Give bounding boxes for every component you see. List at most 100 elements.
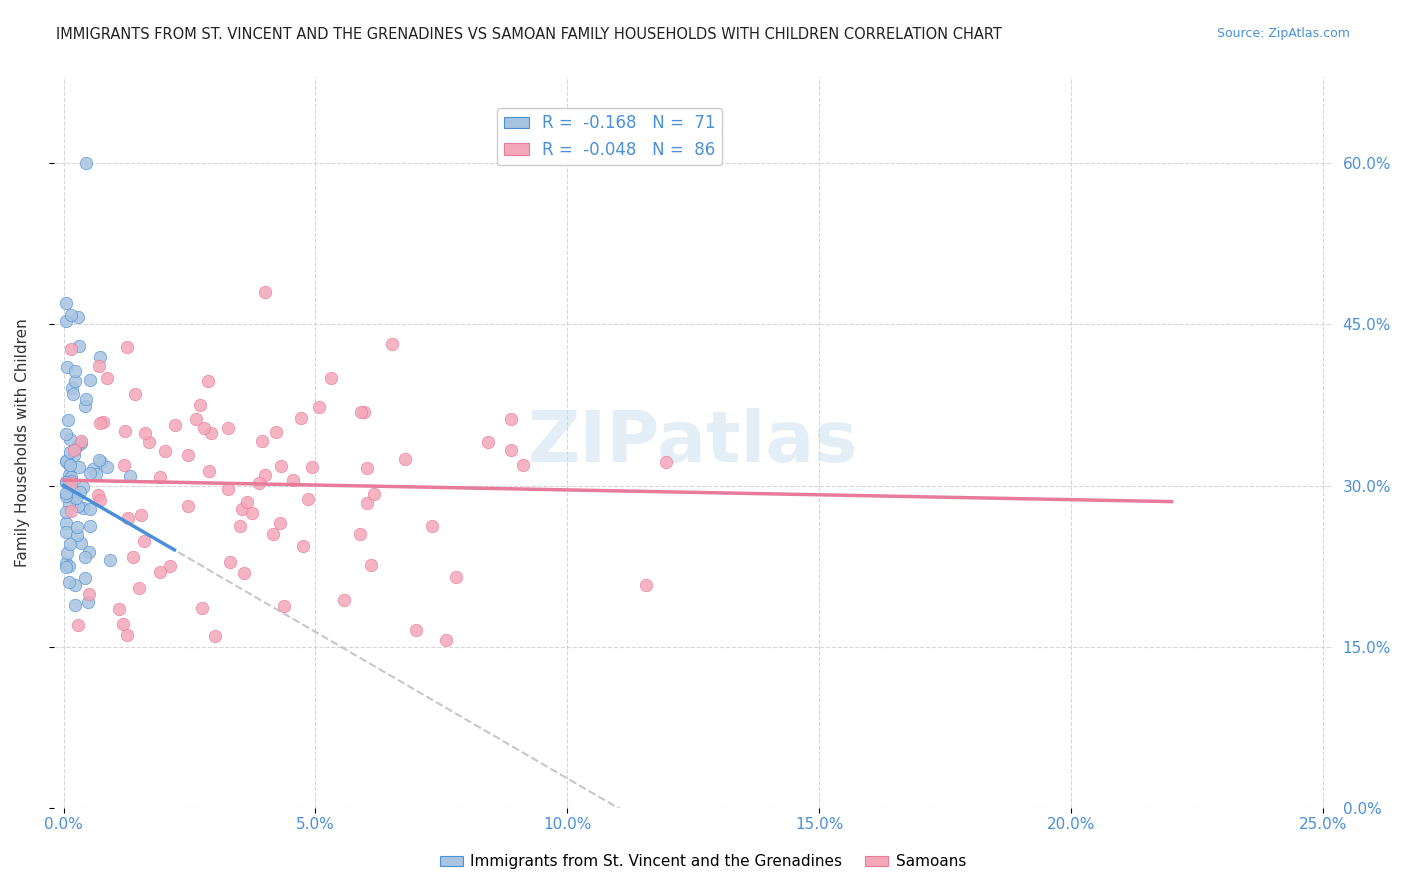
Point bbox=[75, 156, 97, 170]
Point bbox=[501, 443, 523, 458]
Point bbox=[297, 491, 319, 506]
Point bbox=[204, 629, 226, 643]
Point bbox=[247, 476, 270, 491]
Point bbox=[79, 519, 101, 533]
Point bbox=[63, 448, 86, 462]
Point bbox=[55, 489, 77, 503]
Point bbox=[60, 475, 83, 490]
Point bbox=[434, 632, 457, 647]
Point bbox=[59, 458, 82, 472]
Point bbox=[281, 473, 304, 487]
Point bbox=[253, 468, 276, 483]
Point bbox=[89, 359, 111, 373]
Point bbox=[55, 454, 77, 468]
Point bbox=[499, 412, 522, 426]
Point bbox=[200, 426, 222, 441]
Point bbox=[301, 460, 323, 475]
Point bbox=[231, 501, 253, 516]
Point bbox=[353, 405, 375, 419]
Point bbox=[308, 400, 330, 414]
Point bbox=[58, 487, 80, 501]
Point bbox=[134, 534, 156, 549]
Point bbox=[62, 381, 84, 395]
Point bbox=[63, 578, 86, 592]
Point bbox=[66, 528, 89, 542]
Point bbox=[96, 460, 118, 475]
Point bbox=[87, 488, 110, 502]
Point bbox=[356, 461, 378, 475]
Point bbox=[67, 339, 90, 353]
Point bbox=[66, 310, 89, 324]
Point bbox=[69, 436, 91, 450]
Point bbox=[66, 499, 89, 513]
Text: Source: ZipAtlas.com: Source: ZipAtlas.com bbox=[1216, 27, 1350, 40]
Point bbox=[89, 416, 111, 430]
Point bbox=[217, 482, 239, 496]
Point bbox=[73, 550, 96, 565]
Point bbox=[55, 524, 77, 539]
Point bbox=[228, 519, 250, 533]
Point bbox=[55, 505, 77, 519]
Point bbox=[111, 616, 134, 631]
Point bbox=[59, 537, 82, 551]
Point bbox=[67, 460, 90, 475]
Point bbox=[655, 455, 678, 469]
Point bbox=[58, 574, 80, 589]
Point bbox=[70, 536, 93, 550]
Point bbox=[96, 371, 118, 385]
Point bbox=[269, 516, 291, 530]
Legend: R =  -0.168   N =  71, R =  -0.048   N =  86: R = -0.168 N = 71, R = -0.048 N = 86 bbox=[496, 108, 723, 165]
Point bbox=[420, 519, 443, 533]
Point bbox=[55, 556, 77, 570]
Point bbox=[191, 601, 214, 615]
Point bbox=[350, 405, 373, 419]
Point bbox=[69, 485, 91, 500]
Point bbox=[58, 467, 80, 482]
Point bbox=[65, 491, 87, 506]
Point bbox=[148, 470, 170, 484]
Point bbox=[233, 566, 256, 580]
Point bbox=[198, 464, 221, 478]
Point bbox=[65, 599, 87, 613]
Point bbox=[253, 285, 276, 300]
Point bbox=[60, 474, 83, 488]
Point bbox=[107, 602, 129, 616]
Point bbox=[87, 452, 110, 467]
Point bbox=[112, 458, 135, 473]
Point bbox=[363, 487, 385, 501]
Point bbox=[75, 571, 97, 585]
Point bbox=[188, 398, 211, 412]
Point bbox=[236, 495, 259, 509]
Point bbox=[79, 467, 101, 481]
Point bbox=[77, 595, 100, 609]
Point bbox=[184, 412, 207, 426]
Text: ZIPatlas: ZIPatlas bbox=[529, 408, 858, 477]
Point bbox=[79, 373, 101, 387]
Point bbox=[349, 527, 371, 541]
Point bbox=[446, 570, 468, 584]
Point bbox=[55, 475, 77, 489]
Point bbox=[319, 371, 342, 385]
Point bbox=[55, 427, 77, 442]
Point bbox=[60, 469, 83, 483]
Point bbox=[134, 426, 156, 441]
Point bbox=[218, 555, 240, 569]
Point bbox=[75, 392, 97, 406]
Point bbox=[58, 497, 80, 511]
Point bbox=[477, 435, 499, 450]
Point bbox=[56, 456, 79, 470]
Point bbox=[77, 587, 100, 601]
Point bbox=[356, 495, 378, 509]
Point bbox=[62, 442, 84, 457]
Point bbox=[65, 364, 87, 378]
Point bbox=[512, 458, 534, 472]
Point bbox=[56, 359, 79, 374]
Point bbox=[114, 424, 136, 438]
Point bbox=[115, 340, 138, 354]
Point bbox=[264, 425, 287, 440]
Point bbox=[394, 452, 416, 467]
Point bbox=[73, 399, 96, 413]
Point bbox=[273, 599, 295, 613]
Point bbox=[63, 374, 86, 388]
Point bbox=[176, 448, 198, 462]
